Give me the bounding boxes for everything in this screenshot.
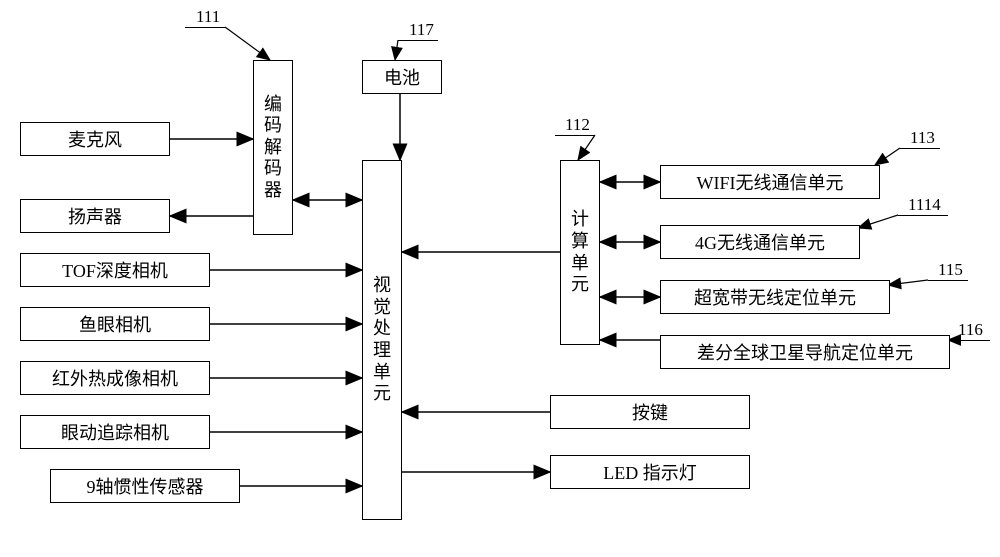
ref-label-113: 113 [910, 128, 935, 148]
ref-label-116: 116 [958, 320, 983, 340]
ref-underline-113 [900, 148, 940, 149]
node-wifi: WIFI无线通信单元 [660, 165, 880, 199]
ref-label-115: 115 [938, 260, 963, 280]
node-mic: 麦克风 [20, 122, 170, 156]
ref-underline-115 [928, 280, 968, 281]
node-ir: 红外热成像相机 [20, 361, 210, 395]
ref-underline-116 [950, 340, 990, 341]
ref-label-1114: 1114 [908, 195, 941, 215]
node-button: 按键 [550, 395, 750, 429]
node-fourg: 4G无线通信单元 [660, 225, 860, 259]
node-imu: 9轴惯性传感器 [50, 469, 240, 503]
ref-underline-111 [185, 27, 225, 28]
node-cpu: 计算单元 [560, 160, 600, 345]
ref-underline-112 [555, 135, 595, 136]
ref-label-112: 112 [565, 115, 590, 135]
node-gnss: 差分全球卫星导航定位单元 [660, 335, 950, 369]
ref-label-111: 111 [196, 7, 220, 27]
node-led: LED 指示灯 [550, 455, 750, 489]
node-speaker: 扬声器 [20, 199, 170, 233]
node-vpu: 视觉处理单元 [362, 160, 402, 520]
node-tof: TOF深度相机 [20, 253, 210, 287]
node-uwb: 超宽带无线定位单元 [660, 280, 890, 314]
node-eye: 眼动追踪相机 [20, 415, 210, 449]
ref-underline-117 [398, 40, 438, 41]
ref-underline-1114 [898, 215, 948, 216]
node-codec: 编码解码器 [253, 60, 293, 235]
ref-label-117: 117 [409, 20, 434, 40]
node-fisheye: 鱼眼相机 [20, 307, 210, 341]
node-battery: 电池 [362, 60, 442, 94]
